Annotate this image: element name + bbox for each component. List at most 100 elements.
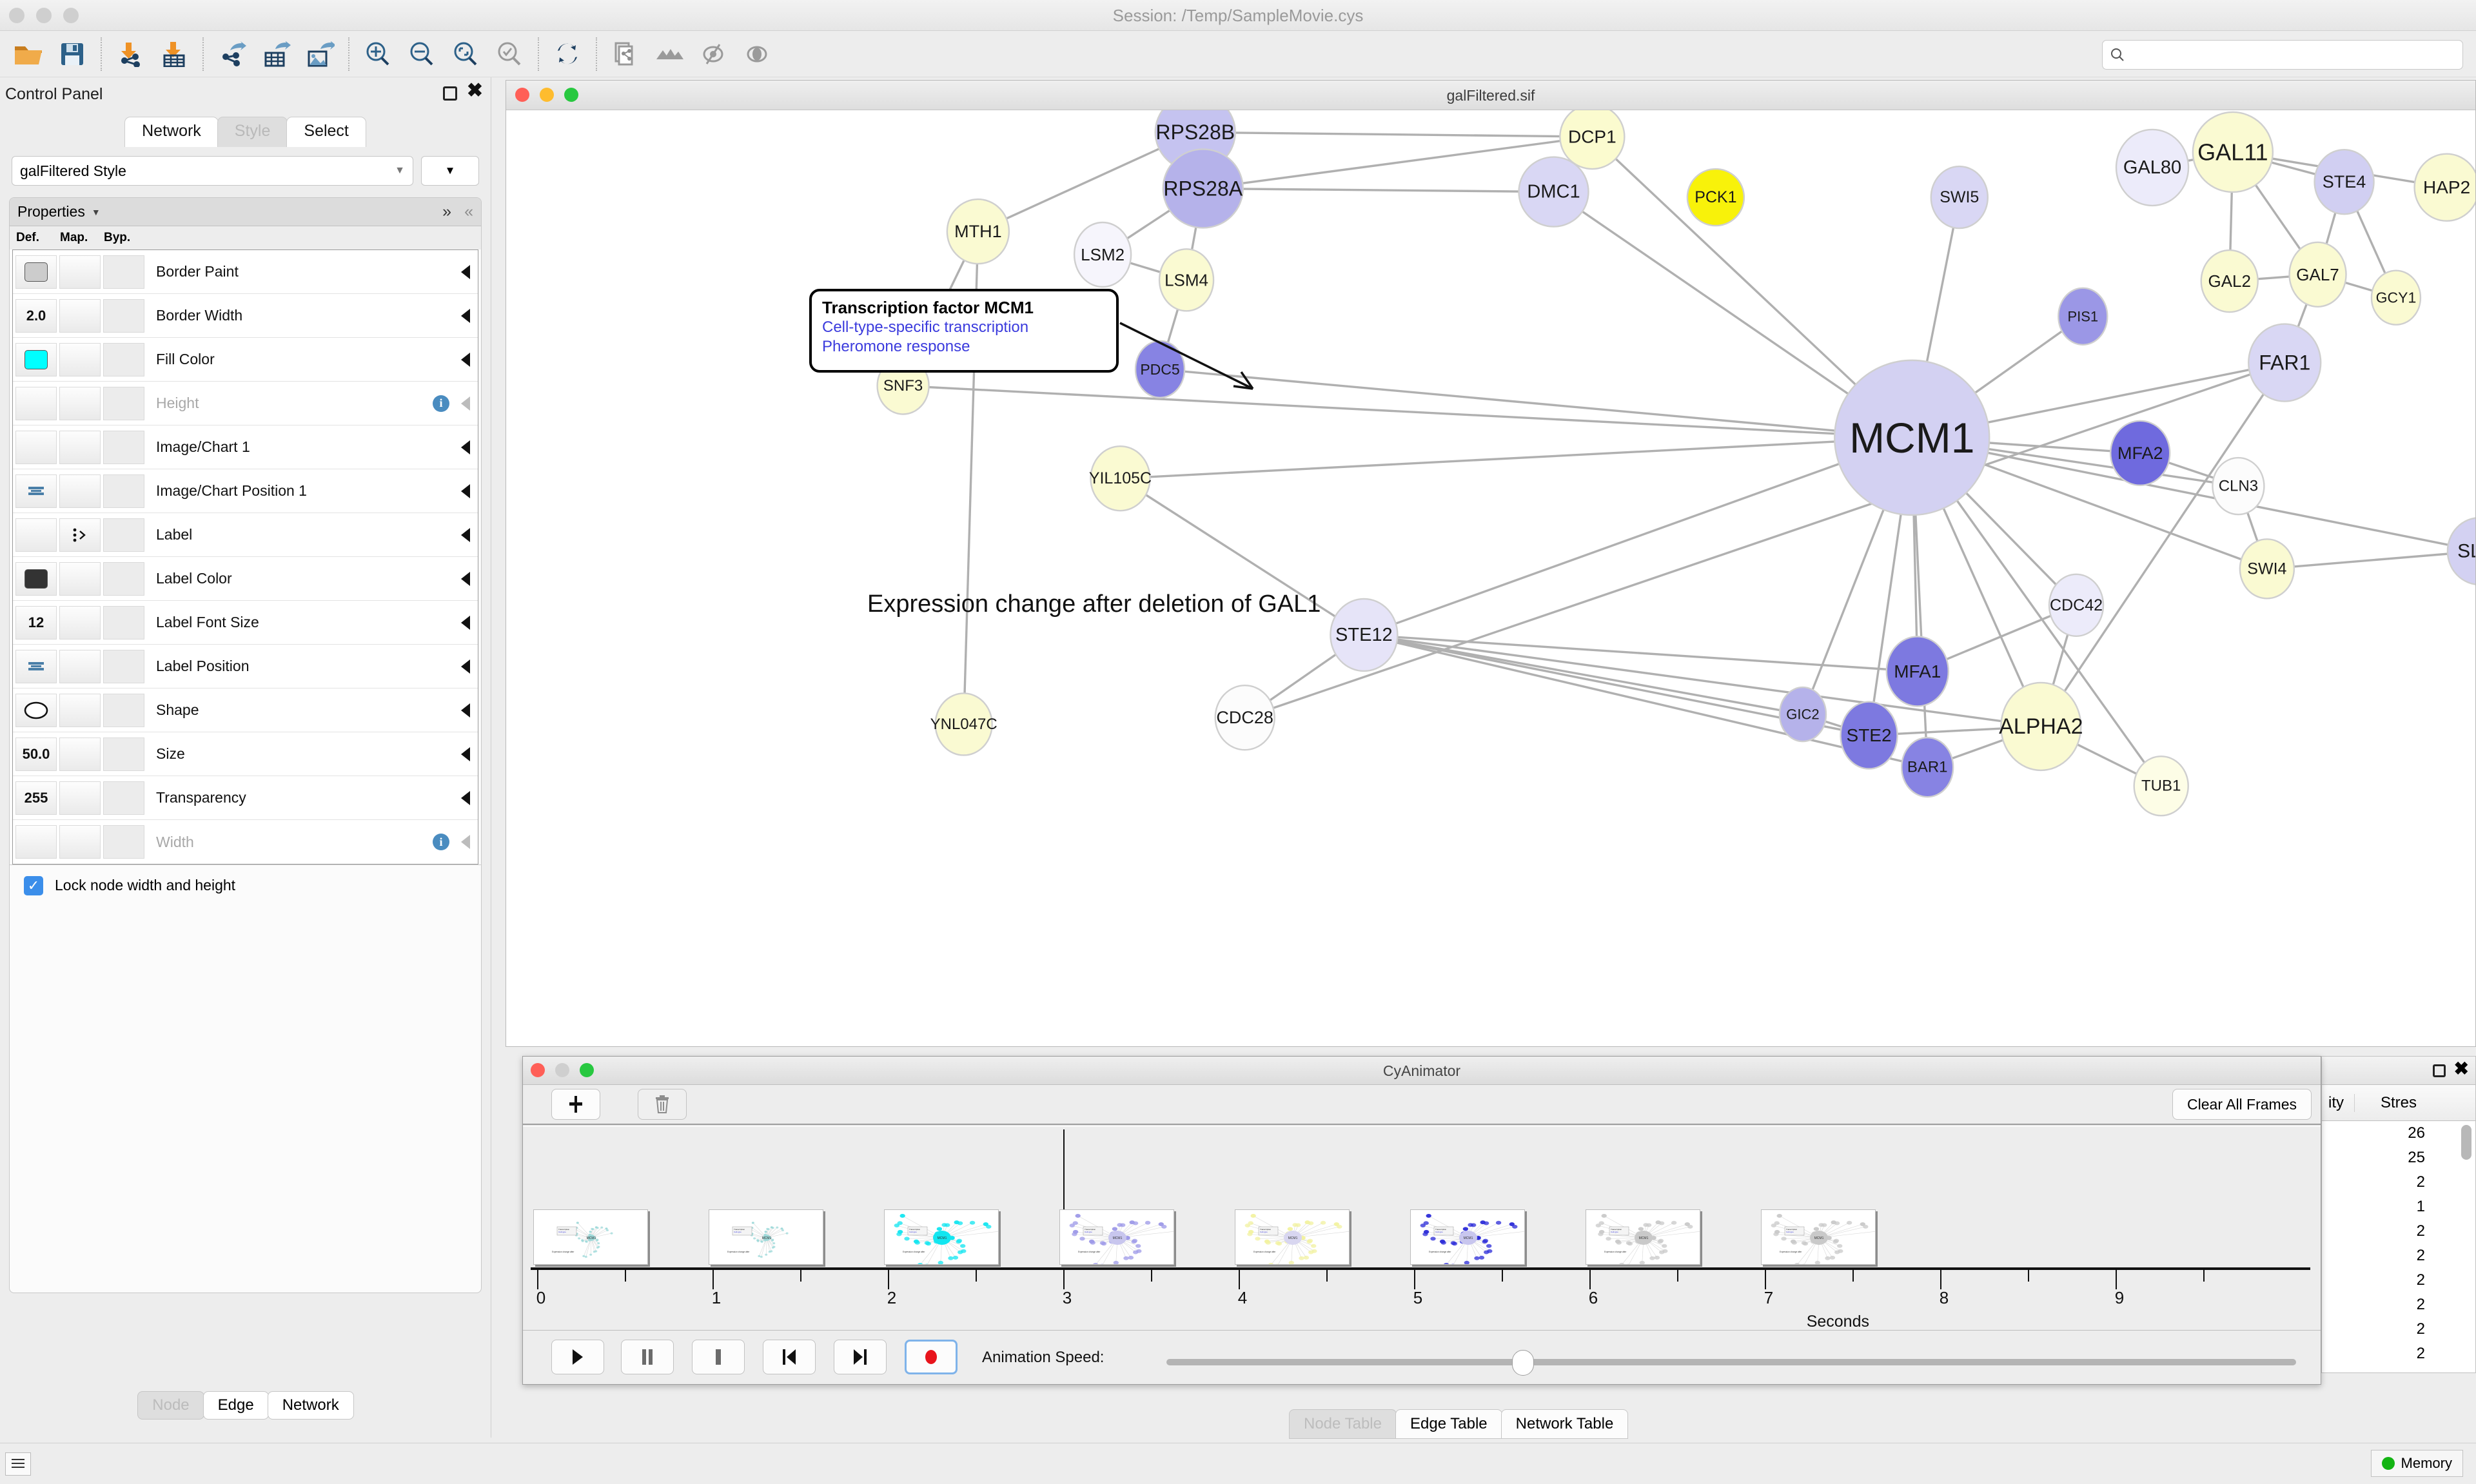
- expand-property-icon[interactable]: [461, 352, 470, 367]
- network-edge[interactable]: [1363, 634, 1928, 768]
- property-mapping-cell[interactable]: [59, 605, 101, 639]
- property-default-cell[interactable]: [15, 255, 57, 289]
- property-bypass-cell[interactable]: [103, 342, 144, 376]
- property-bypass-cell[interactable]: [103, 430, 144, 464]
- property-default-cell[interactable]: [15, 561, 57, 596]
- property-mapping-cell[interactable]: [59, 781, 101, 815]
- search-box[interactable]: [2102, 40, 2463, 70]
- close-window-button[interactable]: [531, 1063, 545, 1077]
- network-node[interactable]: PDC5: [1134, 340, 1186, 399]
- export-table-icon[interactable]: [254, 32, 298, 76]
- tab-style[interactable]: Style: [217, 117, 288, 147]
- network-node[interactable]: STE2: [1840, 701, 1898, 770]
- property-bypass-cell[interactable]: [103, 518, 144, 552]
- expand-property-icon[interactable]: [461, 659, 470, 674]
- hide-selected-icon[interactable]: [691, 32, 735, 76]
- refresh-icon[interactable]: [545, 32, 589, 76]
- property-mapping-cell[interactable]: [59, 474, 101, 508]
- play-button[interactable]: [551, 1340, 604, 1374]
- property-default-cell[interactable]: [15, 386, 57, 420]
- close-window-button[interactable]: [515, 88, 529, 102]
- network-node[interactable]: CDC42: [2048, 573, 2105, 637]
- export-image-icon[interactable]: [298, 32, 342, 76]
- network-edge[interactable]: [903, 384, 1912, 439]
- minimize-window-button[interactable]: [540, 88, 554, 102]
- frame-thumbnail[interactable]: MCM1 Transcription Cell-type Expression cha…: [709, 1209, 823, 1265]
- frame-thumbnail[interactable]: MCM1 Transcription Cell-type Expression cha…: [1586, 1209, 1700, 1265]
- tab-node-table[interactable]: Node Table: [1289, 1409, 1397, 1439]
- network-node[interactable]: MTH1: [946, 198, 1010, 265]
- property-mapping-cell[interactable]: [59, 561, 101, 596]
- table-cell[interactable]: 2: [2416, 1247, 2425, 1264]
- network-node[interactable]: BAR1: [1900, 736, 1954, 798]
- network-node[interactable]: CDC28: [1214, 685, 1275, 751]
- network-edge[interactable]: [1119, 477, 1365, 636]
- lock-checkbox[interactable]: ✓: [24, 875, 43, 895]
- style-options-menu-button[interactable]: ▼: [421, 156, 479, 186]
- expand-property-icon[interactable]: [461, 440, 470, 454]
- property-default-cell[interactable]: 50.0: [15, 737, 57, 771]
- property-default-cell[interactable]: [15, 825, 57, 859]
- network-node[interactable]: MFA2: [2110, 420, 2171, 487]
- style-select[interactable]: galFiltered Style ▼: [12, 156, 413, 186]
- tab-node[interactable]: Node: [137, 1391, 204, 1420]
- property-row[interactable]: 255 Transparency: [13, 776, 478, 820]
- zoom-selected-icon[interactable]: [487, 32, 531, 76]
- show-console-button[interactable]: [5, 1452, 31, 1476]
- property-mapping-cell[interactable]: [59, 693, 101, 727]
- property-row[interactable]: Height i: [13, 382, 478, 425]
- window-controls[interactable]: [9, 8, 79, 23]
- property-row[interactable]: Width i: [13, 820, 478, 864]
- property-mapping-cell[interactable]: [59, 649, 101, 683]
- property-bypass-cell[interactable]: [103, 386, 144, 420]
- table-cell[interactable]: 26: [2408, 1124, 2425, 1142]
- color-swatch[interactable]: [25, 262, 48, 282]
- property-row[interactable]: 2.0 Border Width: [13, 294, 478, 338]
- stop-button[interactable]: [692, 1340, 745, 1374]
- frame-thumbnail[interactable]: MCM1 Transcription Cell-type Expression cha…: [1235, 1209, 1350, 1265]
- info-icon[interactable]: i: [433, 395, 449, 412]
- network-node[interactable]: SWI4: [2239, 538, 2295, 600]
- delete-frame-button[interactable]: [638, 1089, 687, 1120]
- property-bypass-cell[interactable]: [103, 825, 144, 859]
- property-default-cell[interactable]: [15, 430, 57, 464]
- show-all-icon[interactable]: [735, 32, 779, 76]
- maximize-window-button[interactable]: [63, 8, 79, 23]
- network-edge[interactable]: [1364, 634, 1918, 673]
- network-node[interactable]: GAL7: [2288, 241, 2347, 308]
- network-node[interactable]: YIL105C: [1089, 445, 1152, 512]
- property-row[interactable]: Label Color: [13, 557, 478, 601]
- network-node[interactable]: SWI5: [1930, 165, 1989, 229]
- import-table-icon[interactable]: [152, 32, 196, 76]
- maximize-window-button[interactable]: [580, 1063, 594, 1077]
- close-icon[interactable]: ✖: [2453, 1059, 2469, 1079]
- network-node[interactable]: LSM2: [1073, 221, 1132, 288]
- network-node[interactable]: DCP1: [1559, 110, 1626, 170]
- float-panel-button[interactable]: [443, 86, 457, 101]
- tab-edge[interactable]: Edge: [202, 1391, 269, 1420]
- property-default-cell[interactable]: 2.0: [15, 298, 57, 333]
- color-swatch[interactable]: [25, 569, 48, 589]
- open-folder-icon[interactable]: [6, 32, 50, 76]
- expand-property-icon[interactable]: [461, 483, 470, 498]
- property-row[interactable]: Label Position: [13, 645, 478, 688]
- network-node[interactable]: LSM4: [1158, 248, 1215, 312]
- network-edge[interactable]: [1120, 436, 1912, 480]
- property-mapping-cell[interactable]: [59, 386, 101, 420]
- network-edge[interactable]: [1911, 436, 2475, 552]
- memory-status[interactable]: Memory: [2370, 1450, 2463, 1477]
- tab-network-style[interactable]: Network: [267, 1391, 354, 1420]
- clear-all-frames-button[interactable]: Clear All Frames: [2172, 1089, 2312, 1120]
- tab-edge-table[interactable]: Edge Table: [1395, 1409, 1502, 1439]
- property-row[interactable]: Label: [13, 513, 478, 557]
- animation-speed-knob[interactable]: [1512, 1350, 1534, 1376]
- table-cell[interactable]: 1: [2416, 1198, 2425, 1215]
- import-network-icon[interactable]: [108, 32, 152, 76]
- property-mapping-cell[interactable]: [59, 737, 101, 771]
- expand-property-icon[interactable]: [461, 264, 470, 279]
- table-cell[interactable]: 2: [2416, 1296, 2425, 1313]
- network-node[interactable]: TUB1: [2133, 756, 2189, 817]
- minimize-window-button[interactable]: [555, 1063, 569, 1077]
- property-default-cell[interactable]: 12: [15, 605, 57, 639]
- property-mapping-cell[interactable]: [59, 518, 101, 552]
